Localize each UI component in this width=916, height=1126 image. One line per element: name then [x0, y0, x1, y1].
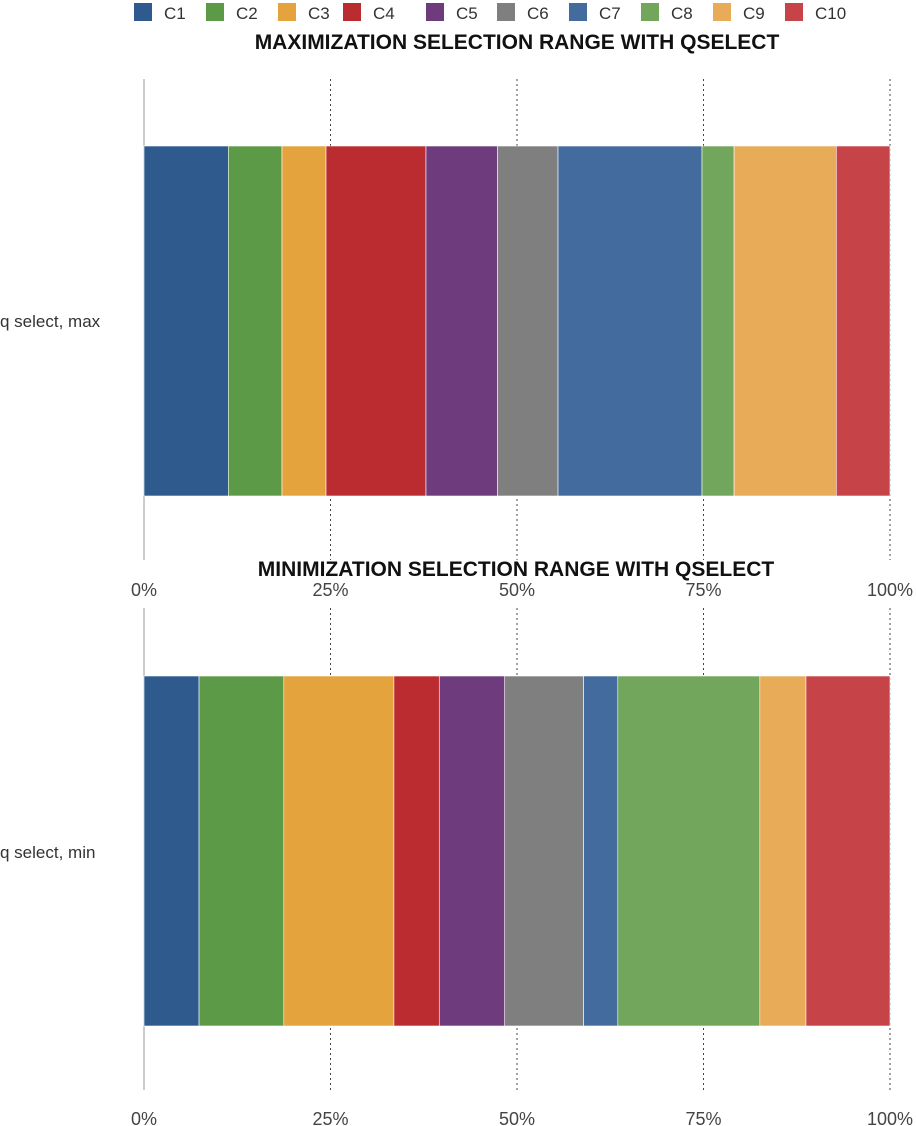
bar-segment-c9-max: [733, 145, 837, 497]
bar-segment-c4-min: [393, 675, 440, 1027]
legend: C1 C2 C3 C4 C5 C6 C7 C8 C9 C10: [134, 3, 846, 23]
x-tick-label-0-min: 0%: [131, 1109, 157, 1126]
chart-title-min: MINIMIZATION SELECTION RANGE WITH QSELEC…: [258, 558, 775, 581]
legend-swatch-c8: [641, 3, 659, 21]
bar-segment-c2-min: [198, 675, 285, 1027]
bar-segment-c6-max: [497, 145, 559, 497]
category-label-min: q select, min: [0, 843, 95, 862]
legend-label-c10: C10: [815, 4, 846, 23]
legend-label-c6: C6: [527, 4, 549, 23]
x-ticks-max: 0% 25% 50% 75% 100%: [131, 580, 913, 600]
legend-swatch-c3: [278, 3, 296, 21]
chart-title-max: MAXIMIZATION SELECTION RANGE WITH QSELEC…: [255, 31, 780, 54]
legend-swatch-c6: [497, 3, 515, 21]
legend-swatch-c4: [343, 3, 361, 21]
legend-label-c7: C7: [599, 4, 621, 23]
x-tick-label-75-max: 75%: [685, 580, 721, 600]
bar-segment-c8-min: [617, 675, 761, 1027]
max-chart: MAXIMIZATION SELECTION RANGE WITH QSELEC…: [0, 31, 913, 600]
bar-segment-c1-min: [143, 675, 200, 1027]
x-tick-label-0-max: 0%: [131, 580, 157, 600]
legend-label-c9: C9: [743, 4, 765, 23]
x-ticks-min: 0% 25% 50% 75% 100%: [131, 1109, 913, 1126]
bar-segment-c8-max: [701, 145, 735, 497]
legend-label-c1: C1: [164, 4, 186, 23]
bar-segment-c1-max: [143, 145, 229, 497]
bar-segment-c3-min: [283, 675, 395, 1027]
bar-segment-c7-min: [583, 675, 619, 1027]
legend-label-c4: C4: [373, 4, 395, 23]
x-tick-label-25-max: 25%: [312, 580, 348, 600]
bar-segment-c10-min: [805, 675, 891, 1027]
bar-segment-c4-max: [325, 145, 427, 497]
bar-segment-c10-max: [835, 145, 891, 497]
x-tick-label-25-min: 25%: [312, 1109, 348, 1126]
legend-label-c2: C2: [236, 4, 258, 23]
legend-swatch-c7: [569, 3, 587, 21]
x-tick-label-50-min: 50%: [499, 1109, 535, 1126]
bar-segment-c9-min: [759, 675, 807, 1027]
bar-segment-c5-min: [438, 675, 506, 1027]
legend-label-c5: C5: [456, 4, 478, 23]
bars-min: [143, 675, 891, 1027]
min-chart: MINIMIZATION SELECTION RANGE WITH QSELEC…: [0, 558, 913, 1126]
legend-swatch-c2: [206, 3, 224, 21]
bar-segment-c5-max: [425, 145, 498, 497]
x-tick-label-50-max: 50%: [499, 580, 535, 600]
legend-label-c3: C3: [308, 4, 330, 23]
bars-max: [143, 145, 891, 497]
x-tick-label-100-max: 100%: [867, 580, 913, 600]
legend-swatch-c1: [134, 3, 152, 21]
x-tick-label-100-min: 100%: [867, 1109, 913, 1126]
bar-segment-c7-max: [557, 145, 703, 497]
bar-segment-c3-max: [281, 145, 327, 497]
legend-swatch-c5: [426, 3, 444, 21]
bar-segment-c2-max: [227, 145, 283, 497]
legend-swatch-c9: [713, 3, 731, 21]
legend-swatch-c10: [785, 3, 803, 21]
legend-label-c8: C8: [671, 4, 693, 23]
bar-segment-c6-min: [504, 675, 584, 1027]
category-label-max: q select, max: [0, 312, 101, 331]
x-tick-label-75-min: 75%: [685, 1109, 721, 1126]
